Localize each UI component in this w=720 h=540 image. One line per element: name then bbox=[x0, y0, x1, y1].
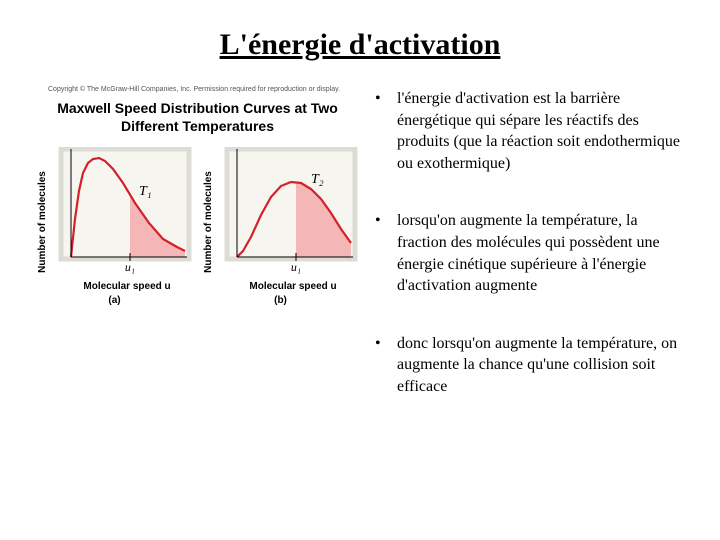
bullet-item: • donc lorsqu'on augmente la température… bbox=[375, 333, 690, 398]
chart-b-temp-label: T₂ bbox=[311, 172, 324, 187]
copyright-text: Copyright © The McGraw-Hill Companies, I… bbox=[48, 86, 365, 93]
chart-a-x-label: Molecular speed u bbox=[83, 281, 170, 292]
chart-b: T₂ u₁ Number of molecules Molecular spee… bbox=[201, 147, 361, 306]
content-row: Copyright © The McGraw-Hill Companies, I… bbox=[30, 86, 690, 434]
chart-b-sublabel: (b) bbox=[274, 295, 287, 306]
bullet-list: • l'énergie d'activation est la barrière… bbox=[375, 88, 690, 398]
bullets-column: • l'énergie d'activation est la barrière… bbox=[375, 86, 690, 434]
bullet-text: lorsqu'on augmente la température, la fr… bbox=[397, 210, 690, 296]
chart-a-y-label: Number of molecules bbox=[37, 171, 48, 273]
bullet-item: • lorsqu'on augmente la température, la … bbox=[375, 210, 690, 296]
bullet-mark-icon: • bbox=[375, 88, 397, 174]
bullet-text: l'énergie d'activation est la barrière é… bbox=[397, 88, 690, 174]
figure-column: Copyright © The McGraw-Hill Companies, I… bbox=[30, 86, 365, 434]
charts-row: fill T₁ u₁ Number of molecules Molecular… bbox=[30, 147, 365, 306]
bullet-item: • l'énergie d'activation est la barrière… bbox=[375, 88, 690, 174]
bullet-mark-icon: • bbox=[375, 333, 397, 398]
bullet-mark-icon: • bbox=[375, 210, 397, 296]
slide-title: L'énergie d'activation bbox=[30, 28, 690, 62]
figure-header: Maxwell Speed Distribution Curves at Two… bbox=[30, 99, 365, 135]
chart-a-u1-label: u₁ bbox=[124, 260, 134, 274]
slide: L'énergie d'activation Copyright © The M… bbox=[0, 0, 720, 540]
chart-b-y-label: Number of molecules bbox=[203, 171, 214, 273]
chart-a: fill T₁ u₁ Number of molecules Molecular… bbox=[35, 147, 195, 306]
chart-a-svg: fill T₁ u₁ Number of molecules Molecular… bbox=[35, 147, 195, 293]
chart-b-x-label: Molecular speed u bbox=[249, 281, 336, 292]
bullet-text: donc lorsqu'on augmente la température, … bbox=[397, 333, 690, 398]
chart-a-sublabel: (a) bbox=[108, 295, 120, 306]
chart-b-svg: T₂ u₁ Number of molecules Molecular spee… bbox=[201, 147, 361, 293]
chart-a-temp-label: T₁ bbox=[139, 184, 152, 199]
chart-b-u1-label: u₁ bbox=[290, 260, 300, 274]
